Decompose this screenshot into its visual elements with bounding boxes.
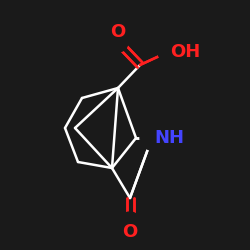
Text: OH: OH <box>170 43 200 61</box>
Circle shape <box>158 42 178 62</box>
Circle shape <box>120 212 140 232</box>
Circle shape <box>108 32 128 52</box>
Text: O: O <box>122 223 138 241</box>
Text: NH: NH <box>154 129 184 147</box>
Circle shape <box>140 126 164 150</box>
Text: O: O <box>110 23 126 41</box>
